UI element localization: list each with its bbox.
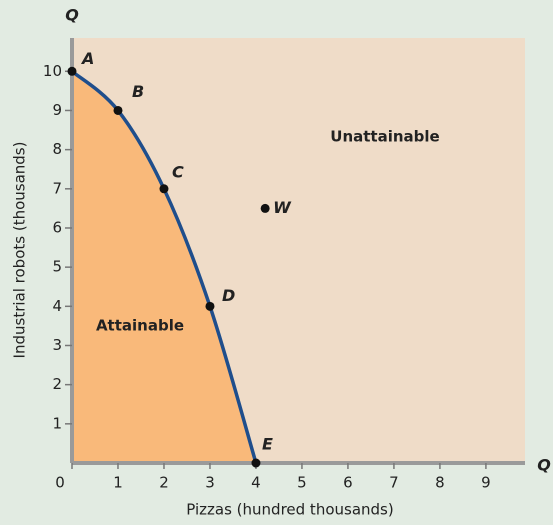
frontier-line xyxy=(70,69,258,464)
y-tick-label: 1 xyxy=(52,414,62,432)
point-label: A xyxy=(80,49,94,68)
y-tick-label: 2 xyxy=(52,375,62,393)
x-tick-label: 7 xyxy=(389,474,399,492)
frontier-point xyxy=(67,66,77,76)
point-label: W xyxy=(273,198,292,217)
y-axis-end: Q xyxy=(65,6,79,25)
x-tick-label: 3 xyxy=(205,474,215,492)
region-label: Unattainable xyxy=(330,128,439,146)
y-tick-label: 5 xyxy=(52,258,62,276)
frontier-point xyxy=(159,184,169,194)
x-tick-label: 2 xyxy=(159,474,169,492)
y-tick-label: 3 xyxy=(52,336,62,354)
x-tick-label: 8 xyxy=(435,474,445,492)
y-axis-title: Industrial robots (thousands) xyxy=(11,142,29,359)
point-label: E xyxy=(262,435,273,454)
y-tick-label: 7 xyxy=(52,179,62,197)
x-tick-label: 5 xyxy=(297,474,307,492)
y-tick-label: 10 xyxy=(43,62,62,80)
x-tick-label: 6 xyxy=(343,474,353,492)
y-tick-label: 9 xyxy=(52,101,62,119)
x-tick-label: 9 xyxy=(481,474,491,492)
point-label: D xyxy=(222,286,235,305)
attainable-region xyxy=(72,71,256,464)
x-axis-title: Pizzas (hundred thousands) xyxy=(186,501,393,519)
frontier-point xyxy=(205,301,215,311)
frontier-point xyxy=(251,458,261,468)
y-tick-label: 4 xyxy=(52,297,62,315)
x-tick-label: 0 xyxy=(55,474,65,492)
y-tick-label: 8 xyxy=(52,140,62,158)
y-tick-label: 6 xyxy=(52,218,62,236)
x-tick-label: 1 xyxy=(113,474,123,492)
x-axis-end: Q xyxy=(537,456,551,475)
point xyxy=(260,203,270,213)
point-label: B xyxy=(132,82,144,101)
point-label: C xyxy=(172,162,184,181)
frontier-point xyxy=(113,105,123,115)
region-label: Attainable xyxy=(96,317,184,335)
x-tick-label: 4 xyxy=(251,474,261,492)
